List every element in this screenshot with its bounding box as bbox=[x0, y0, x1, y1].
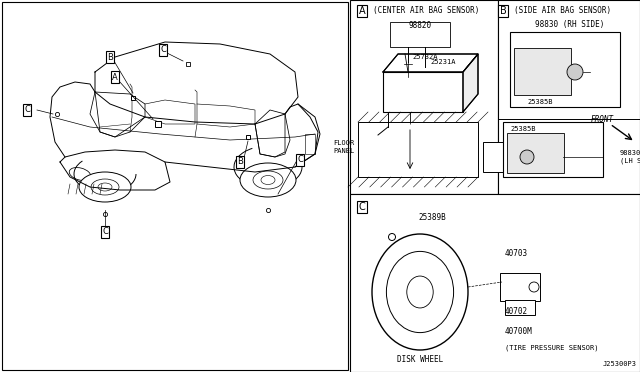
Bar bbox=[503, 122, 603, 177]
Bar bbox=[358, 122, 478, 177]
Text: 25385B: 25385B bbox=[510, 126, 536, 132]
Ellipse shape bbox=[372, 234, 468, 350]
Text: (TIRE PRESSURE SENSOR): (TIRE PRESSURE SENSOR) bbox=[505, 345, 598, 351]
Text: FLOOR
PANEL: FLOOR PANEL bbox=[333, 140, 355, 154]
Text: B: B bbox=[237, 157, 243, 167]
FancyBboxPatch shape bbox=[507, 133, 564, 173]
Text: C: C bbox=[102, 228, 108, 237]
Ellipse shape bbox=[79, 172, 131, 202]
Bar bbox=[305, 134, 315, 154]
Polygon shape bbox=[463, 54, 478, 112]
Text: J25300P3: J25300P3 bbox=[603, 361, 637, 367]
Text: C: C bbox=[160, 45, 166, 55]
Text: B: B bbox=[107, 52, 113, 61]
Circle shape bbox=[529, 282, 539, 292]
Ellipse shape bbox=[98, 183, 112, 191]
Bar bbox=[390, 22, 450, 47]
Circle shape bbox=[567, 64, 583, 80]
Bar bbox=[510, 32, 620, 107]
Text: 25389B: 25389B bbox=[418, 212, 446, 221]
Text: FRONT: FRONT bbox=[591, 115, 614, 125]
Bar bbox=[2, 2, 348, 370]
Ellipse shape bbox=[387, 251, 454, 333]
Text: C: C bbox=[24, 106, 30, 115]
Text: C: C bbox=[297, 155, 303, 164]
Text: 40702: 40702 bbox=[505, 308, 528, 317]
Circle shape bbox=[421, 65, 429, 73]
Text: 25732A: 25732A bbox=[412, 54, 438, 60]
FancyBboxPatch shape bbox=[514, 48, 571, 95]
Ellipse shape bbox=[240, 163, 296, 197]
Text: DISK WHEEL: DISK WHEEL bbox=[397, 355, 443, 363]
Circle shape bbox=[404, 60, 412, 68]
Text: 98830
(LH SIDE): 98830 (LH SIDE) bbox=[620, 150, 640, 164]
Text: 40703: 40703 bbox=[505, 250, 528, 259]
Ellipse shape bbox=[407, 276, 433, 308]
Text: 25231A: 25231A bbox=[430, 59, 456, 65]
Ellipse shape bbox=[253, 171, 283, 189]
Text: 98830 (RH SIDE): 98830 (RH SIDE) bbox=[535, 20, 605, 29]
Circle shape bbox=[520, 150, 534, 164]
Text: (CENTER AIR BAG SENSOR): (CENTER AIR BAG SENSOR) bbox=[373, 6, 479, 16]
Text: A: A bbox=[112, 73, 118, 81]
Bar bbox=[350, 0, 498, 194]
Text: 98820: 98820 bbox=[408, 20, 431, 29]
Ellipse shape bbox=[91, 179, 119, 195]
Bar bbox=[483, 142, 513, 172]
Bar bbox=[383, 72, 463, 112]
Text: B: B bbox=[500, 6, 506, 16]
Polygon shape bbox=[383, 54, 478, 72]
Bar bbox=[498, 0, 640, 194]
Text: A: A bbox=[358, 6, 365, 16]
Text: 40700M: 40700M bbox=[505, 327, 532, 337]
FancyBboxPatch shape bbox=[500, 273, 540, 301]
Text: 25385B: 25385B bbox=[527, 99, 553, 105]
Ellipse shape bbox=[261, 176, 275, 185]
Circle shape bbox=[388, 234, 396, 241]
Ellipse shape bbox=[69, 167, 91, 180]
Bar bbox=[505, 300, 535, 315]
Text: C: C bbox=[358, 202, 365, 212]
Bar bbox=[350, 194, 640, 372]
Text: (SIDE AIR BAG SENSOR): (SIDE AIR BAG SENSOR) bbox=[514, 6, 611, 16]
